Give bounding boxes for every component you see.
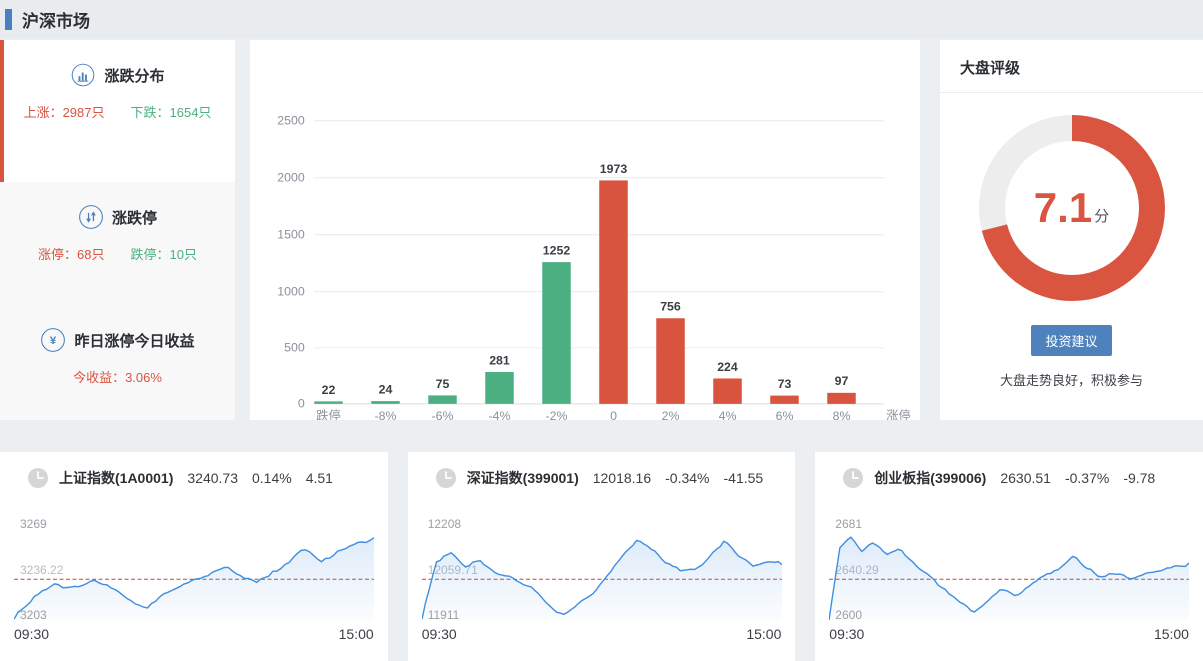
svg-text:756: 756 bbox=[660, 300, 681, 314]
svg-text:涨停: 涨停 bbox=[886, 408, 911, 420]
svg-text:4%: 4% bbox=[719, 409, 737, 420]
svg-text:97: 97 bbox=[835, 374, 849, 388]
svg-text:1000: 1000 bbox=[277, 285, 305, 299]
svg-text:2500: 2500 bbox=[277, 114, 305, 128]
svg-text:0: 0 bbox=[298, 397, 305, 411]
svg-text:¥: ¥ bbox=[50, 335, 57, 347]
svg-text:2000: 2000 bbox=[277, 171, 305, 185]
svg-text:24: 24 bbox=[379, 382, 393, 396]
svg-text:-2%: -2% bbox=[546, 409, 568, 420]
svg-text:75: 75 bbox=[436, 377, 450, 391]
svg-text:22: 22 bbox=[322, 383, 336, 397]
svg-text:跌停: 跌停 bbox=[316, 408, 341, 420]
svg-text:500: 500 bbox=[284, 341, 305, 355]
svg-text:0: 0 bbox=[610, 409, 617, 420]
svg-text:-8%: -8% bbox=[375, 409, 397, 420]
svg-text:1252: 1252 bbox=[543, 244, 571, 258]
svg-text:-4%: -4% bbox=[489, 409, 511, 420]
svg-text:1973: 1973 bbox=[600, 162, 628, 176]
svg-text:1500: 1500 bbox=[277, 228, 305, 242]
svg-text:281: 281 bbox=[489, 353, 510, 367]
svg-text:224: 224 bbox=[717, 360, 738, 374]
svg-text:6%: 6% bbox=[776, 409, 794, 420]
svg-text:-6%: -6% bbox=[432, 409, 454, 420]
svg-text:8%: 8% bbox=[833, 409, 851, 420]
svg-text:73: 73 bbox=[778, 377, 792, 391]
svg-text:2%: 2% bbox=[662, 409, 680, 420]
